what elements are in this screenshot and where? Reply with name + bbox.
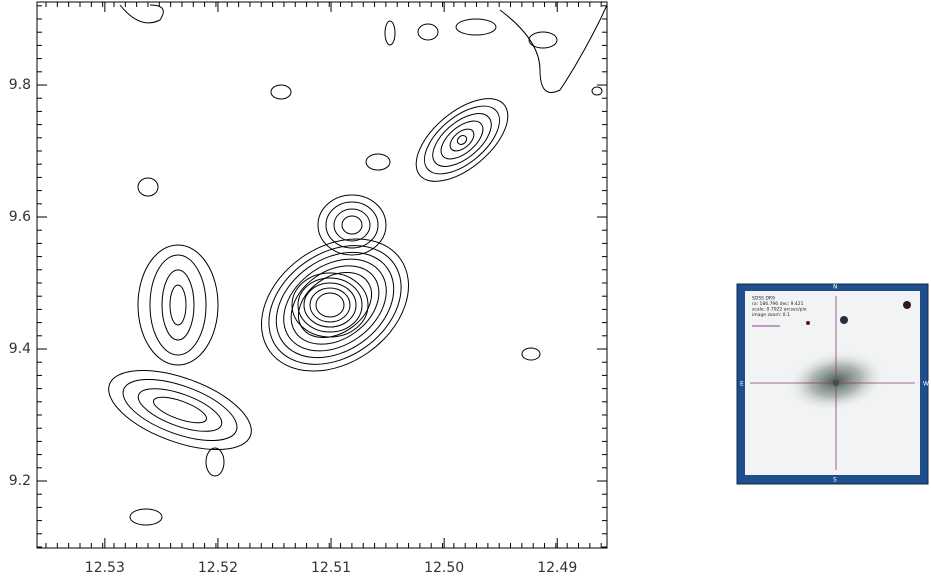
inset-caption: ra: 186.796 dec: 9.421: [752, 301, 804, 307]
y-tick-label: 9.6: [9, 209, 31, 225]
x-tick-label: 12.52: [198, 560, 238, 576]
y-tick-label: 9.8: [9, 77, 31, 93]
inset-caption: SDSS DR9: [752, 296, 775, 302]
x-tick-label: 12.53: [85, 560, 125, 576]
contours: [108, 4, 608, 526]
y-tick-label: 9.4: [9, 341, 31, 357]
compass-label: S: [833, 477, 837, 484]
x-tick-label: 12.51: [311, 560, 351, 576]
y-tick-label: 9.2: [9, 473, 31, 489]
x-tick-label: 12.49: [537, 560, 577, 576]
plot-frame: [36, 1, 608, 549]
inset-image: [736, 283, 929, 485]
inset-caption: scale: 0.7922 arcsec/pix: [752, 307, 807, 313]
inset-caption: image zoom: 0.1: [752, 312, 790, 318]
x-tick-label: 12.50: [424, 560, 464, 576]
compass-label: N: [833, 284, 838, 291]
compass-label: E: [740, 381, 744, 388]
compass-label: W: [923, 381, 929, 388]
